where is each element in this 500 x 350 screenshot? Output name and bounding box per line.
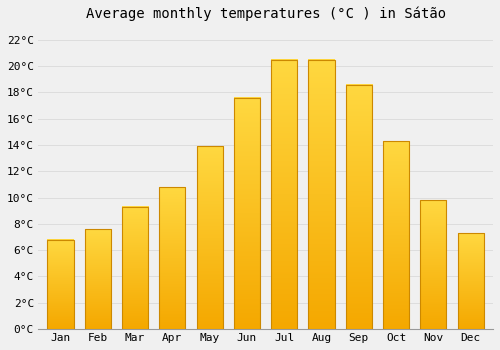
Title: Average monthly temperatures (°C ) in Sátão: Average monthly temperatures (°C ) in Sá… xyxy=(86,7,446,21)
